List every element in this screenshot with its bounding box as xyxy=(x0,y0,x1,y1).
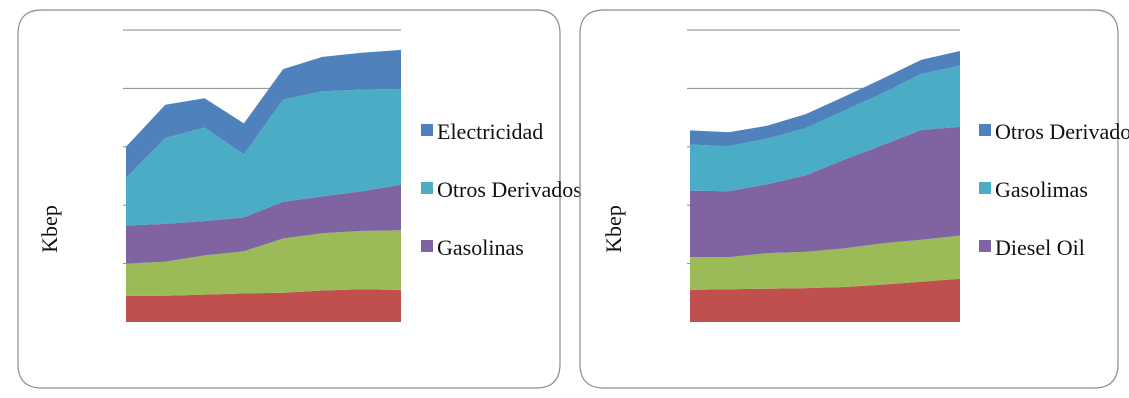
panel-frame xyxy=(579,9,1119,389)
legend-label: Gasolimas xyxy=(995,177,1088,202)
area-chart-left xyxy=(17,9,561,389)
area-series-otros-derivados xyxy=(126,89,401,226)
legend-swatch xyxy=(421,124,433,136)
area-series-electricidad xyxy=(126,49,401,178)
y-axis-label: Kbep xyxy=(600,205,626,253)
legend-label: Gasolinas xyxy=(437,235,524,260)
legend-label: Diesel Oil xyxy=(995,235,1085,260)
y-axis-label: Kbep xyxy=(36,205,62,253)
area-chart-right xyxy=(579,9,1119,389)
legend-label: Electricidad xyxy=(437,119,544,144)
legend-swatch xyxy=(421,240,433,252)
chart-panel-left: Kbep Electricidad Otros Derivados Gasoli… xyxy=(8,8,582,392)
legend-swatch xyxy=(979,182,991,194)
legend-swatch xyxy=(421,182,433,194)
area-series-otros-derivados xyxy=(690,51,960,147)
panel-frame xyxy=(17,9,561,389)
legend-swatch xyxy=(979,124,991,136)
area-series-band-0 xyxy=(690,278,960,322)
legend-swatch xyxy=(979,240,991,252)
chart-panel-right: Kbep Otros Derivados Gasolimas Diesel Oi… xyxy=(572,8,1129,392)
area-series-diesel-oil xyxy=(690,126,960,258)
legend-label: Otros Derivados xyxy=(995,119,1129,144)
area-series-band-1 xyxy=(126,230,401,296)
legend-label: Otros Derivados xyxy=(437,177,582,202)
area-series-band-0 xyxy=(126,289,401,322)
area-series-band-1 xyxy=(690,235,960,290)
area-series-gasolimas xyxy=(690,65,960,192)
area-series-gasolimas xyxy=(126,184,401,264)
